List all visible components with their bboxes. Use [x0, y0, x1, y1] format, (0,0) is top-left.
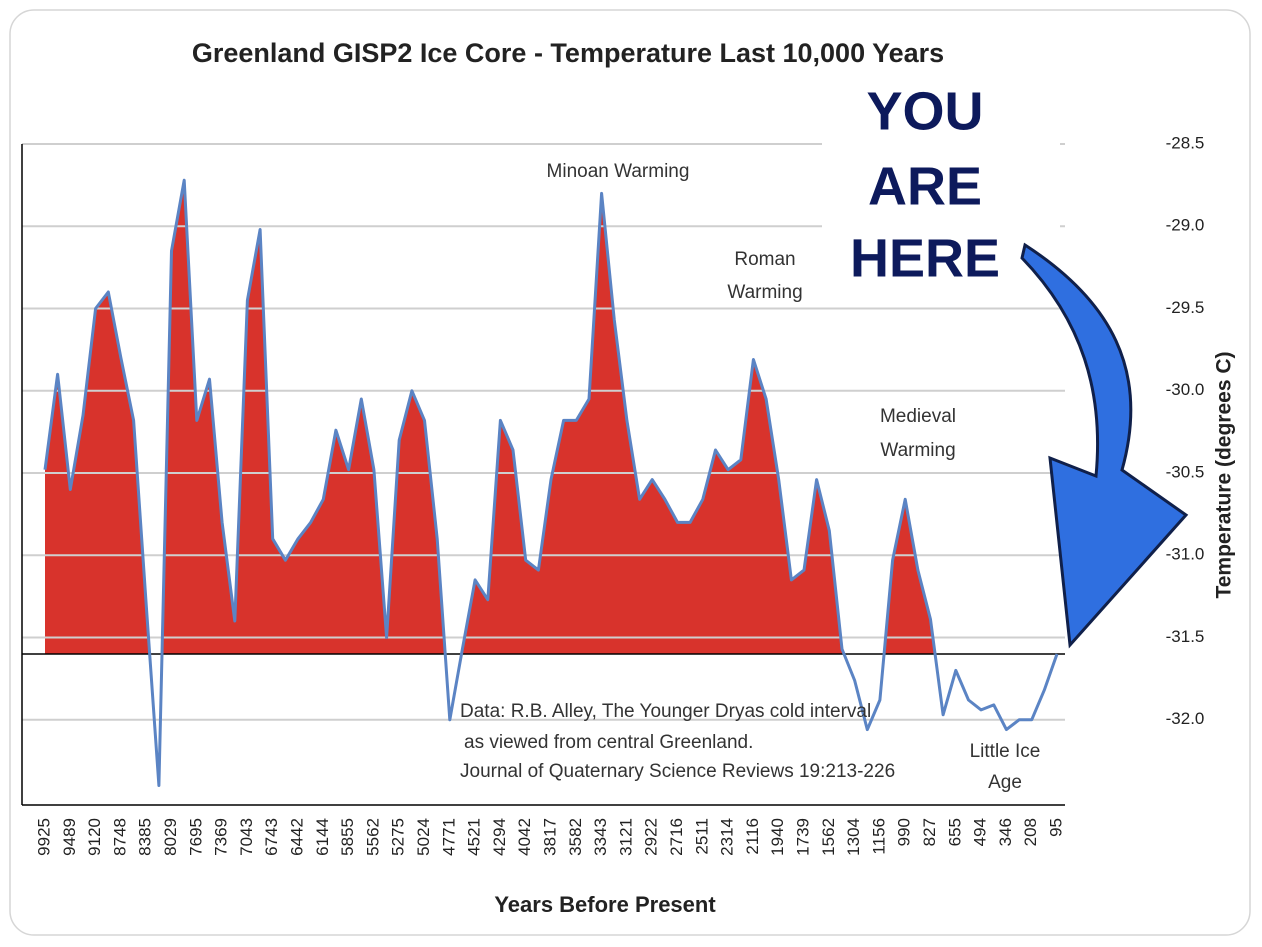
y-tick-label: -30.5	[1166, 462, 1205, 481]
x-tick-label: 208	[1021, 818, 1040, 846]
x-tick-label: 6442	[287, 818, 306, 856]
x-tick-label: 2922	[642, 818, 661, 856]
x-tick-label: 4521	[465, 818, 484, 856]
x-tick-label: 3343	[591, 818, 610, 856]
annotation: Minoan Warming	[547, 161, 690, 182]
x-tick-label: 1940	[768, 818, 787, 856]
y-tick-label: -32.0	[1166, 709, 1205, 728]
x-tick-label: 655	[945, 818, 964, 846]
area-fill	[45, 180, 936, 654]
x-tick-label: 8385	[136, 818, 155, 856]
x-tick-label: 1304	[844, 818, 863, 856]
plot-area	[21, 143, 1065, 806]
arrow	[1020, 242, 1189, 649]
y-tick-label: -31.0	[1166, 545, 1205, 564]
x-tick-label: 8029	[161, 818, 180, 856]
y-tick-label: -31.5	[1166, 627, 1205, 646]
y-tick-label: -29.5	[1166, 298, 1205, 317]
x-axis-title: Years Before Present	[494, 892, 716, 917]
x-tick-label: 990	[895, 818, 914, 846]
x-tick-label: 6743	[262, 818, 281, 856]
x-tick-label: 8748	[110, 818, 129, 856]
callout: YOU ARE HERE	[850, 81, 1000, 288]
callout-text: YOU	[866, 81, 983, 141]
x-tick-label: 3817	[540, 818, 559, 856]
x-tick-label: 2511	[692, 818, 711, 855]
annotation: Warming	[880, 440, 955, 461]
chart-title: Greenland GISP2 Ice Core - Temperature L…	[192, 38, 944, 68]
x-tick-label: 9925	[34, 818, 53, 856]
x-tick-label: 6144	[313, 818, 332, 856]
x-tick-label: 1156	[869, 818, 888, 855]
x-tick-label: 494	[971, 818, 990, 846]
x-tick-label: 4042	[515, 818, 534, 856]
annotation: Little Ice	[970, 741, 1041, 762]
annotation: Roman	[734, 249, 795, 270]
x-tick-label: 827	[920, 818, 939, 846]
x-tick-label: 1739	[793, 818, 812, 856]
x-tick-label: 7695	[186, 818, 205, 856]
annotation: Medieval	[880, 406, 956, 427]
x-tick-label: 7369	[212, 818, 231, 856]
callout-text: HERE	[850, 228, 1000, 288]
y-tick-label: -29.0	[1166, 216, 1205, 235]
annotation: Age	[988, 772, 1022, 793]
x-tick-label: 95	[1046, 818, 1065, 837]
x-tick-label: 5855	[338, 818, 357, 856]
annotation: Warming	[727, 282, 802, 303]
x-tick-label: 4771	[439, 818, 458, 856]
y-tick-label: -28.5	[1166, 133, 1205, 152]
x-tick-label: 9489	[60, 818, 79, 856]
x-tick-label: 4294	[490, 818, 509, 856]
source-note: as viewed from central Greenland.	[464, 732, 753, 753]
callout-box	[822, 80, 1060, 292]
x-tick-label: 2116	[743, 818, 762, 855]
x-tick-label: 9120	[85, 818, 104, 856]
source-note: Journal of Quaternary Science Reviews 19…	[460, 761, 895, 782]
x-tick-label: 7043	[237, 818, 256, 856]
y-tick-label: -30.0	[1166, 380, 1205, 399]
x-tick-label: 1562	[819, 818, 838, 856]
x-tick-label: 2716	[667, 818, 686, 856]
callout-text: ARE	[868, 156, 982, 216]
x-tick-label: 2314	[718, 818, 737, 856]
x-tick-label: 5562	[363, 818, 382, 856]
source-note: Data: R.B. Alley, The Younger Dryas cold…	[460, 701, 871, 722]
x-tick-label: 3121	[616, 818, 635, 856]
x-tick-label: 5275	[389, 818, 408, 856]
x-tick-label: 5024	[414, 818, 433, 856]
x-tick-label: 3582	[566, 818, 585, 856]
temperature-line	[43, 178, 1059, 787]
x-tick-label: 346	[996, 818, 1015, 846]
y-axis-title: Temperature (degrees C)	[1213, 351, 1236, 598]
